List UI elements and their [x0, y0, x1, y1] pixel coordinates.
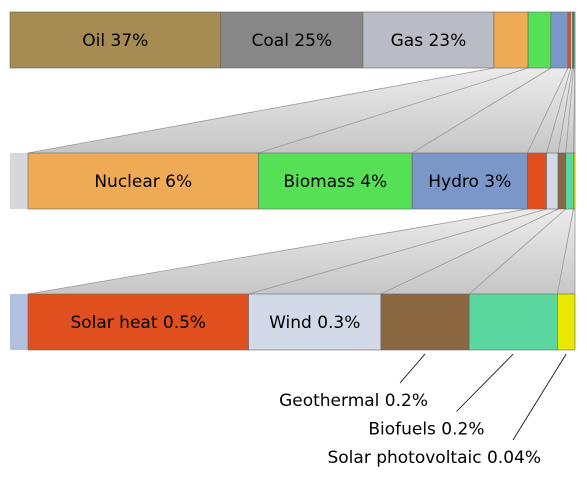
leader-line: [513, 354, 566, 440]
leader-line: [400, 354, 425, 383]
segment-label: Nuclear 6%: [94, 172, 192, 192]
bar-segment: [469, 294, 557, 350]
leader-line: [457, 354, 514, 412]
bar-segment: [568, 12, 571, 68]
callout-label: Solar photovoltaic 0.04%: [327, 448, 541, 468]
bar-segment: [566, 153, 574, 209]
bar-segment: [494, 12, 528, 68]
lead-in: [10, 153, 28, 209]
bar-segment: [557, 294, 575, 350]
segment-label: Biomass 4%: [283, 172, 387, 192]
segment-label: Solar heat 0.5%: [70, 313, 206, 333]
segment-label: Oil 37%: [82, 31, 148, 51]
zoom-wedge: [28, 68, 575, 153]
segment-label: Hydro 3%: [428, 172, 511, 192]
bar-segment: [381, 294, 469, 350]
bar-segment: [573, 153, 575, 209]
bar-segment: [528, 12, 551, 68]
segment-label: Coal 25%: [252, 31, 333, 51]
segment-label: Gas 23%: [391, 31, 467, 51]
bar-segment: [527, 153, 546, 209]
bar-segment: [547, 153, 559, 209]
callout-label: Biofuels 0.2%: [368, 420, 484, 440]
bar-segment: [558, 153, 566, 209]
bar-segment: [551, 12, 568, 68]
lead-in: [10, 294, 28, 350]
segment-label: Wind 0.3%: [269, 313, 360, 333]
callout-label: Geothermal 0.2%: [279, 391, 428, 411]
zoom-wedge: [28, 209, 575, 294]
